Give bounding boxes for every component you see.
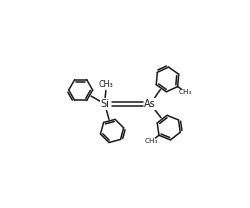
Text: CH₃: CH₃ <box>98 79 113 89</box>
Text: CH₃: CH₃ <box>144 138 158 144</box>
Text: CH₃: CH₃ <box>178 89 191 95</box>
Text: As: As <box>144 99 156 109</box>
Text: Si: Si <box>100 99 109 109</box>
